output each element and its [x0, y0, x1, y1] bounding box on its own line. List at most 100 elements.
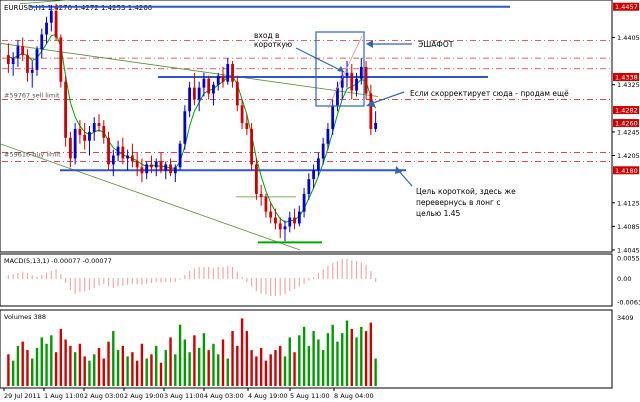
time-tick-label: 1 Aug 11:00 — [44, 392, 84, 400]
time-tick-label: 4 Aug 03:00 — [204, 392, 244, 400]
volume-panel-frame — [0, 309, 613, 389]
order-label: #59767 sell limit — [4, 91, 60, 99]
target-label: перевернусь в лонг с — [416, 198, 501, 207]
candle-body — [116, 146, 120, 156]
price-panel-frame — [0, 0, 613, 253]
target-arrow-head — [395, 166, 402, 174]
target-arrow-line — [397, 169, 413, 187]
candle-body — [336, 87, 339, 106]
entry-box — [315, 31, 365, 107]
candle-body — [68, 137, 72, 159]
volume-panel: Volumes 388 3409 — [0, 309, 634, 389]
candle-body — [102, 126, 106, 138]
candle-body — [345, 72, 349, 76]
candle-body — [331, 105, 335, 129]
time-tick-label: 5 Aug 11:00 — [290, 392, 330, 400]
symbol-header: EURUSD,H1 1.4270 1.4272 1.4253 1.4260 — [4, 4, 152, 12]
candle-body — [126, 155, 130, 159]
channel-top-line — [19, 0, 73, 5]
price-panel: EURUSD,H1 1.4270 1.4272 1.4253 1.4260 1.… — [0, 0, 640, 255]
candle-body — [188, 87, 192, 112]
candle-body — [64, 81, 68, 138]
candle-body — [121, 146, 125, 159]
entry-arrow-line — [295, 47, 345, 73]
moving-average-line — [8, 33, 377, 223]
channel-lower-line — [0, 143, 301, 251]
scaffold-label: ЭШАФОТ — [418, 40, 454, 49]
time-tick-label: 3 Aug 11:00 — [164, 392, 204, 400]
candle-body — [30, 69, 34, 73]
target-label: Цель короткой, здесь же — [416, 187, 516, 196]
candle-body — [326, 128, 330, 144]
candle-body — [374, 123, 378, 129]
macd-panel: MACD(5,13,1) -0.00077 -0.00077 0.00553 0.… — [0, 253, 640, 307]
price-tick-label: 1.4085 — [617, 223, 640, 231]
correction-arrow-head — [366, 100, 375, 107]
candle-body — [6, 55, 10, 64]
scaffold-trend-line — [327, 35, 363, 109]
candle-body — [73, 128, 77, 159]
candle-body — [26, 55, 29, 73]
price-tick-label: 1.4325 — [617, 81, 640, 89]
entry-arrow-head — [337, 66, 344, 72]
price-label-box — [613, 119, 639, 128]
candle-body — [164, 164, 168, 171]
candle-body — [159, 161, 163, 171]
scaffold-arrow-head — [366, 40, 373, 48]
candle-body — [312, 170, 316, 180]
price-tick-label: 1.4245 — [617, 128, 640, 136]
candle-body — [283, 226, 287, 230]
candle-body — [278, 223, 282, 230]
candle-body — [350, 72, 354, 91]
candle-body — [154, 161, 158, 168]
price-label-box — [613, 166, 639, 175]
candle-body — [145, 164, 149, 174]
candle-body — [83, 134, 87, 141]
price-label-box — [613, 72, 639, 81]
candle-body — [355, 78, 358, 91]
candle-body — [321, 143, 325, 159]
price-label-box — [613, 2, 639, 11]
target-label: целью 1.45 — [416, 209, 461, 218]
price-tick-label: 1.4045 — [617, 247, 640, 255]
order-label: #59616 buy limit — [4, 150, 61, 158]
entry-label: короткую — [254, 40, 292, 49]
time-tick-label: 29 Jul 2011 — [4, 392, 41, 400]
candle-body — [302, 193, 306, 212]
time-axis: 29 Jul 2011 1 Aug 11:00 2 Aug 03:00 2 Aug 1… — [3, 388, 374, 400]
price-label-box — [613, 106, 639, 115]
candle-body — [169, 164, 172, 174]
candle-body — [250, 128, 254, 165]
candle-body — [259, 193, 263, 197]
candle-body — [21, 46, 25, 56]
candle-body — [235, 81, 239, 106]
candle-body — [274, 217, 277, 224]
candle-body — [16, 46, 20, 59]
price-label-text: 1.4260 — [615, 120, 638, 128]
price-tick-label: 1.4205 — [617, 152, 640, 160]
macd-tick-label: 0.00 — [617, 275, 631, 283]
entry-label: вход в — [254, 31, 279, 40]
price-label-text: 1.4180 — [615, 167, 638, 175]
candle-body — [107, 137, 110, 165]
candle-body — [364, 66, 368, 94]
candle-body — [49, 10, 53, 23]
candle-body — [40, 34, 44, 50]
price-label-text: 1.4282 — [615, 107, 638, 115]
candle-body — [111, 155, 115, 165]
time-tick-label: 8 Aug 04:00 — [334, 392, 374, 400]
candle-body — [221, 75, 225, 82]
candle-body — [45, 22, 48, 35]
candle-body — [173, 167, 177, 174]
candle-body — [92, 123, 96, 132]
macd-tick-label: -0.00631 — [617, 299, 640, 307]
candle-body — [254, 164, 258, 194]
macd-tick-label: 0.00553 — [617, 255, 640, 263]
correction-arrow-line — [369, 91, 405, 105]
candle-body — [240, 105, 244, 124]
macd-panel-frame — [0, 253, 613, 307]
candle-body — [316, 158, 320, 171]
volume-label: Volumes 388 — [4, 313, 46, 321]
